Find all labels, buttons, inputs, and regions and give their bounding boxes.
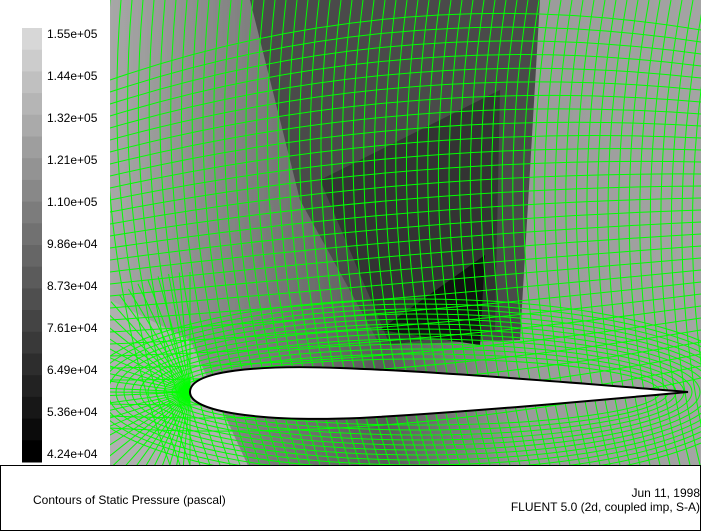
colorbar-label: 6.49e+04	[47, 363, 98, 377]
colorbar-step	[22, 288, 42, 310]
colorbar-step	[22, 115, 42, 137]
colorbar-step	[22, 332, 42, 354]
colorbar-label: 9.86e+04	[47, 237, 98, 251]
colorbar-label: 1.44e+05	[47, 69, 98, 83]
colorbar-step	[22, 202, 42, 224]
colorbar-step	[22, 354, 42, 376]
colorbar-step	[22, 310, 42, 332]
colorbar-label: 4.24e+04	[47, 447, 98, 461]
colorbar-label: 1.32e+05	[47, 111, 98, 125]
colorbar-label: 7.61e+04	[47, 321, 98, 335]
colorbar-step	[22, 71, 42, 93]
colorbar-step	[22, 267, 42, 289]
colorbar-label: 1.21e+05	[47, 153, 98, 167]
colorbar-step	[22, 137, 42, 159]
colorbar-step	[22, 440, 42, 462]
colorbar-label: 8.73e+04	[47, 279, 98, 293]
colorbar-step	[22, 180, 42, 202]
colorbar-label: 5.36e+04	[47, 405, 98, 419]
caption-date: Jun 11, 1998	[631, 486, 700, 500]
caption-title: Contours of Static Pressure (pascal)	[33, 493, 226, 507]
colorbar-step	[22, 245, 42, 267]
screenshot: 1.55e+05 1.44e+05 1.32e+05 1.21e+05 1.10e+05…	[0, 0, 701, 531]
caption-solver: FLUENT 5.0 (2d, coupled imp, S-A)	[511, 500, 700, 514]
colorbar-step	[22, 158, 42, 180]
colorbar-step	[22, 419, 42, 441]
colorbar-step	[22, 93, 42, 115]
colorbar-step	[22, 223, 42, 245]
colorbar-step	[22, 397, 42, 419]
colorbar-label: 1.10e+05	[47, 195, 98, 209]
colorbar-label: 1.55e+05	[47, 27, 98, 41]
colorbar-step	[22, 50, 42, 72]
colorbar-step	[22, 375, 42, 397]
contour-plot: 1.55e+05 1.44e+05 1.32e+05 1.21e+05 1.10e+05…	[0, 0, 701, 512]
colorbar-step	[22, 28, 42, 50]
